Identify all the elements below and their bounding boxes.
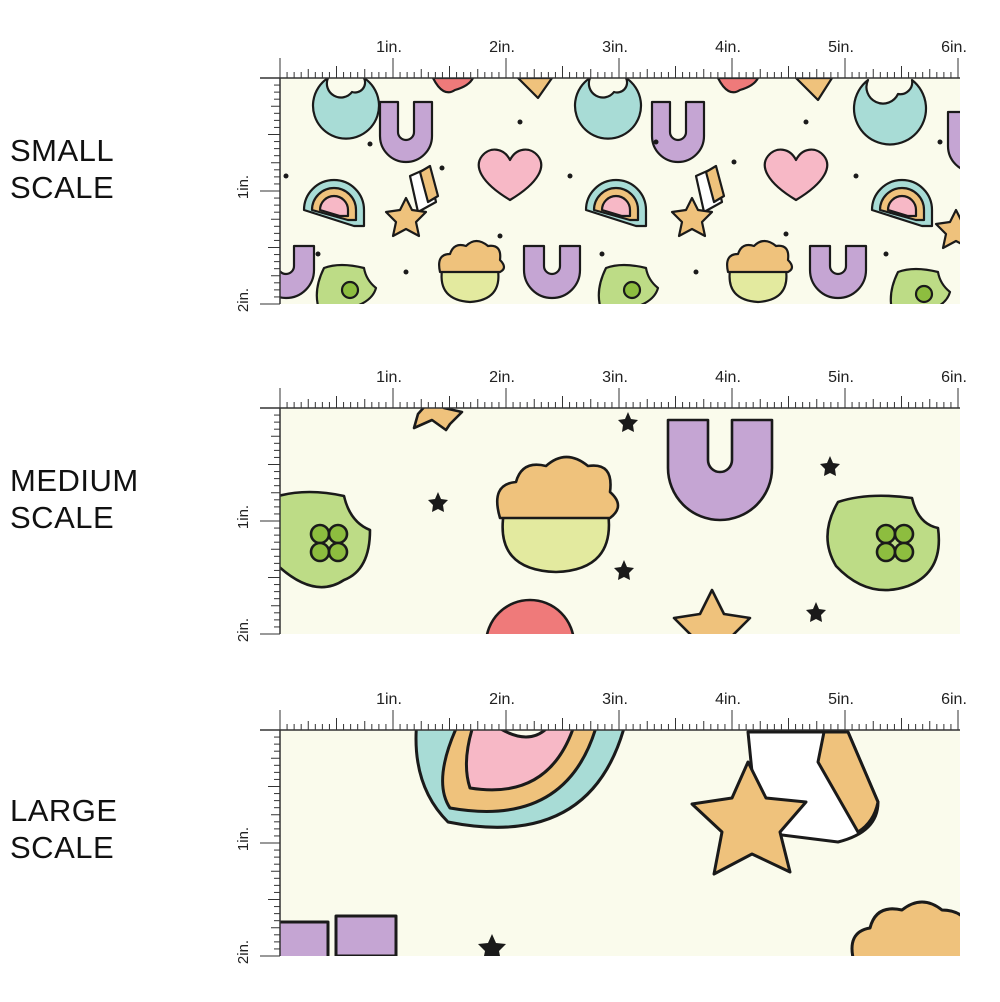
ruler-top-label: 1in. [376,369,402,386]
ruler-top-label: 2in. [489,39,515,56]
ruler-top-label: 1in. [376,691,402,708]
horseshoe-icon [808,244,868,300]
star-icon [672,588,752,634]
ruler-top-label: 4in. [715,691,741,708]
horseshoe-icon [650,100,706,164]
ruler-side-label: 1in. [235,505,252,529]
pot-of-gold-icon [726,239,794,304]
horseshoe-icon [522,244,582,300]
clover-hat-icon [315,263,378,304]
ruler-top-label: 6in. [941,369,967,386]
balloon-icon [485,598,575,634]
medium-scale-swatch: 1in. 2in. 3in. 4in. 5in. 6in. 1in. 2in. [228,350,1000,680]
moon-icon [852,78,928,146]
ruler-side-label: 2in. [235,288,252,312]
star-icon [412,408,464,432]
star-icon [934,208,960,250]
large-scale-label: LARGE SCALE [10,792,118,866]
ruler: 1in. 2in. 3in. 4in. 5in. 6in. 1in. 2in. [235,691,967,964]
ruler: 1in. 2in. 3in. 4in. 5in. 6in. 1in. 2in. [235,39,967,312]
shooting-star-icon [794,78,834,102]
ruler-top-label: 2in. [489,691,515,708]
ruler-top-label: 5in. [828,39,854,56]
ruler-top-label: 3in. [602,39,628,56]
clover-hat-icon [280,490,372,589]
ruler-top-label: 4in. [715,369,741,386]
horseshoe-icon [946,110,960,170]
moon-icon [311,78,381,140]
shooting-star-icon [516,78,554,100]
horseshoe-icon [280,244,316,300]
pot-of-gold-icon [438,239,506,304]
scale-label-line-2: SCALE [10,170,115,205]
horseshoe-icon [666,418,774,522]
pot-of-gold-icon [495,455,620,574]
rainbow-icon [302,178,366,228]
shooting-star-icon [384,164,440,238]
ruler-side-label: 2in. [235,618,252,642]
horseshoe-icon [280,920,330,956]
scale-label-line-1: SMALL [10,133,115,168]
scale-label-line-1: MEDIUM [10,463,139,498]
small-scale-swatch: 1in. 2in. 3in. 4in. 5in. 6in. 1in. 2in. [228,20,1000,350]
ruler-top-label: 1in. [376,39,402,56]
scale-label-line-1: LARGE [10,793,118,828]
shooting-star-icon [690,730,880,876]
clover-hat-icon [597,263,660,304]
ruler-top-label: 3in. [602,369,628,386]
small-scale-label: SMALL SCALE [10,132,114,206]
ruler-top-label: 3in. [602,691,628,708]
ruler-top-label: 6in. [941,39,967,56]
heart-icon [763,148,829,202]
clover-hat-icon [889,267,952,304]
heart-icon [477,148,543,202]
medium-scale-label: MEDIUM SCALE [10,462,139,536]
ruler-top-label: 4in. [715,39,741,56]
pot-of-gold-icon [850,900,960,956]
ruler-top-label: 6in. [941,691,967,708]
horseshoe-icon [334,914,398,956]
horseshoe-icon [378,100,434,164]
ruler: 1in. 2in. 3in. 4in. 5in. 6in. 1in. 2in. [235,369,967,642]
ruler-top-label: 2in. [489,369,515,386]
star-icon [283,119,943,275]
shooting-star-icon [670,164,726,238]
rainbow-icon [870,178,934,228]
rainbow-icon [584,178,648,228]
star-icon [478,934,506,956]
ruler-top-label: 5in. [828,369,854,386]
scale-label-line-2: SCALE [10,830,115,865]
clover-hat-icon [826,494,941,592]
ruler-side-label: 1in. [235,827,252,851]
rainbow-icon [414,730,625,829]
balloon-icon [716,78,760,94]
ruler-side-label: 2in. [235,940,252,964]
scale-label-line-2: SCALE [10,500,115,535]
ruler-top-label: 5in. [828,691,854,708]
star-icon [428,412,840,622]
ruler-side-label: 1in. [235,175,252,199]
large-scale-swatch: 1in. 2in. 3in. 4in. 5in. 6in. 1in. 2in. [228,672,1000,1002]
balloon-icon [431,78,475,94]
moon-icon [573,78,643,140]
